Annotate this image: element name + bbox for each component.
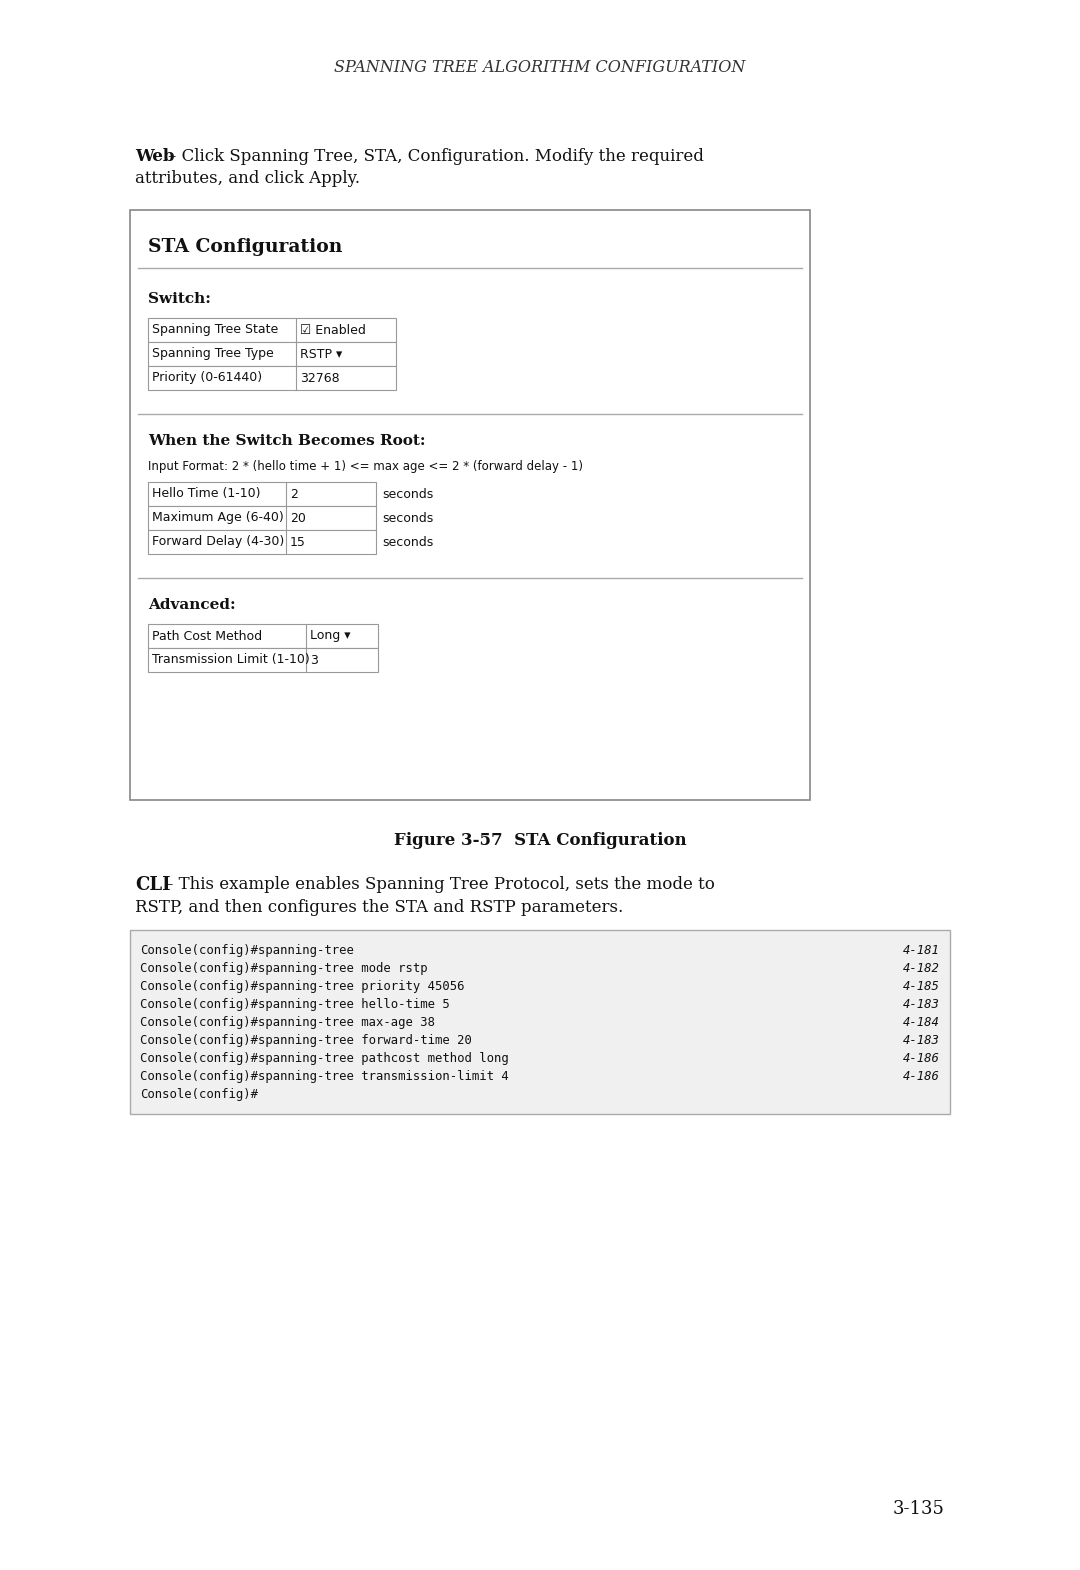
Text: STA Configuration: STA Configuration [148, 239, 342, 256]
Text: 4-183: 4-183 [903, 999, 940, 1011]
Text: 3: 3 [310, 653, 318, 667]
Text: Long ▾: Long ▾ [310, 630, 351, 642]
Text: When the Switch Becomes Root:: When the Switch Becomes Root: [148, 433, 426, 447]
Text: CLI: CLI [135, 876, 171, 893]
Text: RSTP, and then configures the STA and RSTP parameters.: RSTP, and then configures the STA and RS… [135, 900, 623, 915]
Text: Advanced:: Advanced: [148, 598, 235, 612]
Text: Transmission Limit (1-10): Transmission Limit (1-10) [152, 653, 310, 667]
Bar [148, 482, 376, 506]
Text: 32768: 32768 [300, 372, 339, 385]
Text: 3-135: 3-135 [893, 1499, 945, 1518]
Text: Input Format: 2 * (hello time + 1) <= max age <= 2 * (forward delay - 1): Input Format: 2 * (hello time + 1) <= ma… [148, 460, 583, 473]
Text: Console(config)#spanning-tree priority 45056: Console(config)#spanning-tree priority 4… [140, 980, 464, 992]
Text: Console(config)#: Console(config)# [140, 1088, 258, 1101]
Text: Switch:: Switch: [148, 292, 211, 306]
Text: Console(config)#spanning-tree: Console(config)#spanning-tree [140, 944, 354, 958]
Text: attributes, and click Apply.: attributes, and click Apply. [135, 170, 360, 187]
Text: 4-186: 4-186 [903, 1052, 940, 1064]
Bar [130, 210, 810, 801]
Bar [130, 929, 950, 1115]
Text: Console(config)#spanning-tree pathcost method long: Console(config)#spanning-tree pathcost m… [140, 1052, 509, 1064]
Text: 4-184: 4-184 [903, 1016, 940, 1028]
Text: seconds: seconds [382, 535, 433, 548]
Text: 4-186: 4-186 [903, 1071, 940, 1083]
Text: Maximum Age (6-40): Maximum Age (6-40) [152, 512, 284, 524]
Text: – This example enables Spanning Tree Protocol, sets the mode to: – This example enables Spanning Tree Pro… [165, 876, 715, 893]
Text: RSTP ▾: RSTP ▾ [300, 347, 342, 361]
Text: 4-185: 4-185 [903, 980, 940, 992]
Text: Figure 3-57  STA Configuration: Figure 3-57 STA Configuration [394, 832, 686, 849]
Bar [148, 506, 376, 531]
Text: Console(config)#spanning-tree max-age 38: Console(config)#spanning-tree max-age 38 [140, 1016, 435, 1028]
Text: 4-183: 4-183 [903, 1035, 940, 1047]
Text: 4-181: 4-181 [903, 944, 940, 958]
Text: Web: Web [135, 148, 175, 165]
Text: Hello Time (1-10): Hello Time (1-10) [152, 488, 260, 501]
Text: Spanning Tree State: Spanning Tree State [152, 323, 279, 336]
Text: 20: 20 [291, 512, 306, 524]
Text: Path Cost Method: Path Cost Method [152, 630, 262, 642]
Bar [148, 319, 396, 342]
Bar [148, 531, 376, 554]
Text: seconds: seconds [382, 512, 433, 524]
Bar [148, 342, 396, 366]
Text: 4-182: 4-182 [903, 962, 940, 975]
Text: Spanning Tree Type: Spanning Tree Type [152, 347, 273, 361]
Text: Priority (0-61440): Priority (0-61440) [152, 372, 262, 385]
Text: Forward Delay (4-30): Forward Delay (4-30) [152, 535, 284, 548]
Text: seconds: seconds [382, 488, 433, 501]
Bar [148, 623, 378, 648]
Bar [148, 366, 396, 389]
Text: Console(config)#spanning-tree mode rstp: Console(config)#spanning-tree mode rstp [140, 962, 428, 975]
Text: – Click Spanning Tree, STA, Configuration. Modify the required: – Click Spanning Tree, STA, Configuratio… [168, 148, 704, 165]
Text: Console(config)#spanning-tree forward-time 20: Console(config)#spanning-tree forward-ti… [140, 1035, 472, 1047]
Text: ☑ Enabled: ☑ Enabled [300, 323, 366, 336]
Text: 2: 2 [291, 488, 298, 501]
Text: SPANNING TREE ALGORITHM CONFIGURATION: SPANNING TREE ALGORITHM CONFIGURATION [335, 60, 745, 77]
Text: 15: 15 [291, 535, 306, 548]
Text: Console(config)#spanning-tree transmission-limit 4: Console(config)#spanning-tree transmissi… [140, 1071, 509, 1083]
Text: Console(config)#spanning-tree hello-time 5: Console(config)#spanning-tree hello-time… [140, 999, 449, 1011]
Bar [148, 648, 378, 672]
